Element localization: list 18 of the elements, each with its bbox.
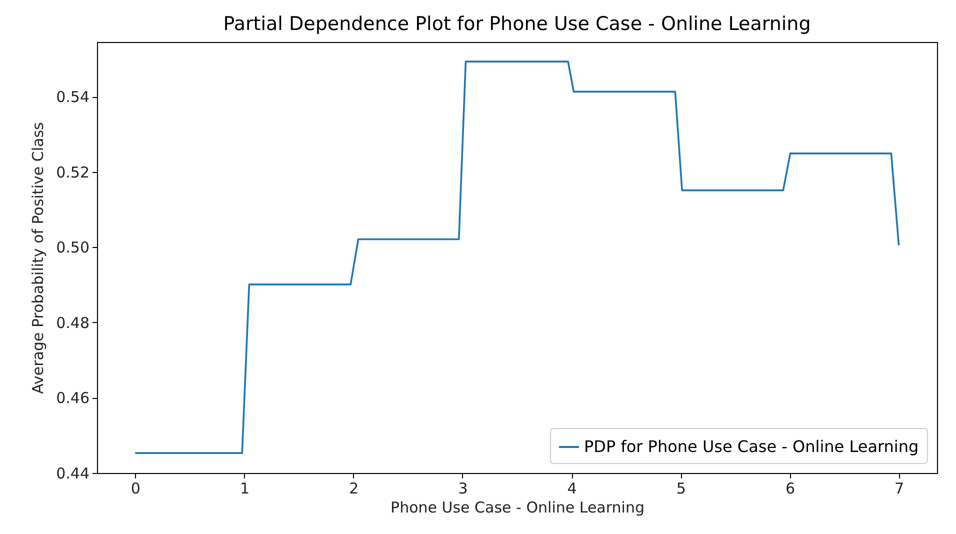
x-tick-label: 6 <box>785 480 795 498</box>
x-tick-label: 4 <box>567 480 577 498</box>
legend-label: PDP for Phone Use Case - Online Learning <box>584 437 919 456</box>
y-axis-title: Average Probability of Positive Class <box>29 122 48 394</box>
x-tick-label: 1 <box>240 480 250 498</box>
y-tick-label: 0.54 <box>56 88 90 106</box>
y-tick-label: 0.50 <box>56 238 90 257</box>
x-axis-title: Phone Use Case - Online Learning <box>390 498 644 516</box>
x-tick-label: 5 <box>676 480 686 498</box>
y-tick-label: 0.52 <box>56 163 90 182</box>
x-tick-label: 2 <box>349 480 359 498</box>
chart-title: Partial Dependence Plot for Phone Use Case - Online Learning <box>223 13 811 35</box>
x-tick-label: 0 <box>130 480 140 498</box>
x-tick-label: 7 <box>894 480 904 498</box>
y-tick-label: 0.48 <box>56 314 90 332</box>
x-tick-label: 3 <box>458 480 468 498</box>
y-tick-label: 0.44 <box>56 464 90 482</box>
y-tick-label: 0.46 <box>56 389 90 408</box>
